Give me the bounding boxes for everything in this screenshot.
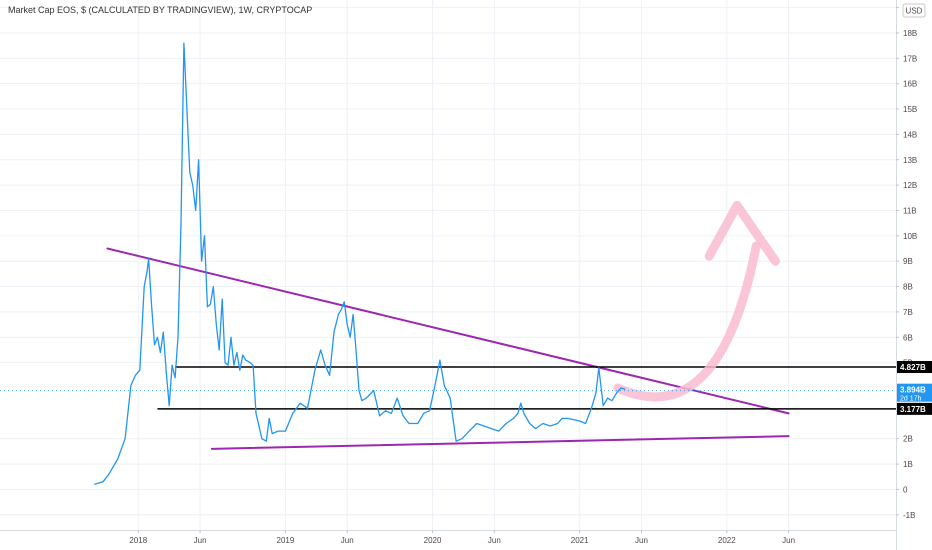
y-tick-label: 14B — [903, 130, 917, 139]
currency-button[interactable] — [902, 3, 926, 18]
level-price-tag — [897, 402, 932, 415]
price-axis-panel[interactable] — [896, 0, 932, 550]
y-tick-label: 18B — [903, 29, 917, 38]
projection-arrow — [613, 241, 761, 402]
trend-lines[interactable] — [106, 247, 790, 450]
current-price-countdown: 2d 17h — [900, 396, 922, 403]
x-tick-label: 2018 — [129, 536, 147, 545]
level-price-tag-label: 3.177B — [900, 405, 926, 414]
y-tick-label: 15B — [903, 105, 917, 114]
x-tick-label: 2021 — [571, 536, 589, 545]
y-tick-label: 1B — [903, 460, 913, 469]
x-tick-label: Jun — [194, 536, 207, 545]
y-tick-label: 16B — [903, 80, 917, 89]
x-tick-label: 2022 — [718, 536, 736, 545]
y-tick-label: 0 — [903, 485, 908, 494]
y-tick-label: 7B — [903, 308, 913, 317]
y-tick-label: 9B — [903, 257, 913, 266]
horizontal-levels[interactable] — [157, 366, 896, 410]
y-tick-label: 12B — [903, 181, 917, 190]
current-price-tag — [897, 383, 932, 402]
chart-title: Market Cap EOS, $ (CALCULATED BY TRADING… — [8, 5, 312, 15]
level-price-tag-label: 4.827B — [900, 363, 926, 372]
grid — [0, 0, 896, 530]
y-tick-label: 13B — [903, 156, 917, 165]
currency-label: USD — [906, 7, 923, 16]
x-tick-label: Jun — [635, 536, 648, 545]
current-price-tag-label: 3.894B — [900, 386, 926, 395]
price-series-line — [94, 42, 626, 486]
y-tick-label: -1B — [903, 511, 915, 520]
x-tick-label: Jun — [488, 536, 501, 545]
y-axis-ticks: 19B18B17B16B15B14B13B12B11B10B9B8B7B6B5B… — [896, 4, 917, 520]
y-tick-label: 17B — [903, 54, 917, 63]
x-tick-label: Jun — [782, 536, 795, 545]
projection-arrowhead — [704, 200, 780, 266]
y-tick-label: 2B — [903, 435, 913, 444]
y-tick-label: 10B — [903, 232, 917, 241]
y-tick-label: 8B — [903, 283, 913, 292]
x-tick-label: 2019 — [277, 536, 295, 545]
y-tick-label: 11B — [903, 206, 917, 215]
level-price-tag — [897, 361, 932, 374]
y-tick-label: 6B — [903, 333, 913, 342]
x-tick-label: Jun — [341, 536, 354, 545]
trend-line[interactable] — [210, 435, 790, 450]
x-tick-label: 2020 — [424, 536, 442, 545]
series-layer — [94, 42, 626, 486]
x-axis-ticks: 2018 Jun 2019 Jun 2020 Jun 2021 Jun 2022 Jun — [129, 530, 795, 545]
trend-line[interactable] — [106, 247, 790, 415]
